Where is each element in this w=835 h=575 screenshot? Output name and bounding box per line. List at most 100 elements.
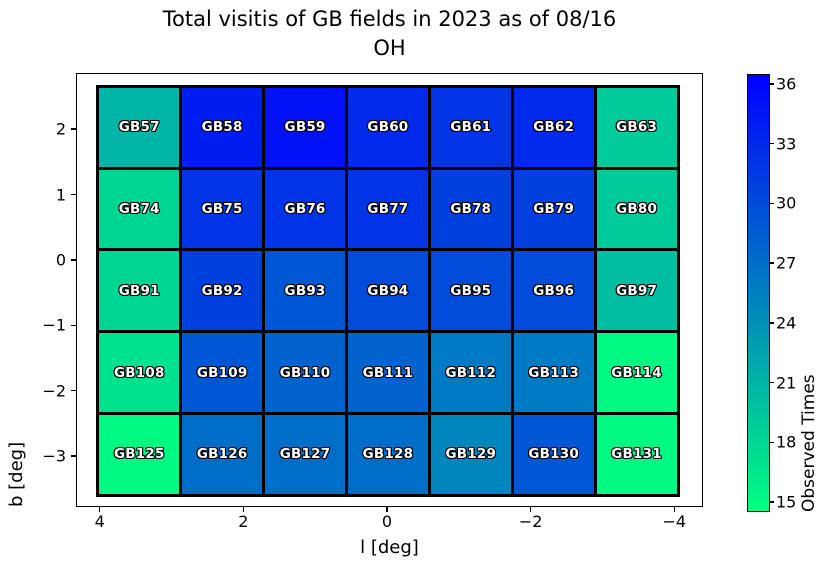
- heatmap-cell-gb131: GB131: [596, 414, 677, 494]
- heatmap-cell-gb96: GB96: [513, 251, 594, 331]
- heatmap-cell-gb125: GB125: [99, 414, 180, 494]
- colorbar-tick-mark: [770, 381, 774, 384]
- heatmap-cell-label: GB58: [201, 119, 243, 136]
- heatmap-cell-label: GB92: [201, 282, 243, 299]
- heatmap-cell-label: GB111: [362, 364, 414, 381]
- colorbar-tick-mark: [770, 441, 774, 444]
- heatmap-cell-gb109: GB109: [182, 333, 263, 412]
- plot-area: GB57 GB58 GB59 GB60 GB61 GB62 GB63 GB74 GB75 GB76…: [76, 73, 703, 507]
- heatmap-cell-label: GB79: [533, 201, 575, 218]
- heatmap-cell-label: GB94: [367, 282, 409, 299]
- y-tick-mark: [71, 389, 76, 392]
- colorbar-tick-label: 30: [776, 193, 797, 213]
- heatmap-cell-gb111: GB111: [347, 333, 428, 412]
- y-tick-mark: [71, 128, 76, 130]
- heatmap-cell-label: GB75: [201, 201, 243, 218]
- colorbar-tick-label: 33: [776, 134, 797, 154]
- colorbar-label: Observed Times: [799, 374, 819, 512]
- heatmap-cell-gb80: GB80: [596, 169, 677, 249]
- y-tick-label: −3: [42, 446, 66, 466]
- heatmap-cell-label: GB125: [113, 446, 165, 463]
- heatmap-cell-gb63: GB63: [596, 87, 677, 167]
- heatmap-cell-label: GB60: [367, 119, 409, 136]
- colorbar-gradient: [747, 74, 770, 512]
- heatmap-cell-label: GB114: [611, 364, 662, 381]
- heatmap-cell-label: GB112: [445, 364, 497, 381]
- heatmap-cell-label: GB63: [616, 119, 658, 136]
- heatmap-cell-label: GB57: [118, 119, 160, 136]
- heatmap-cell-gb59: GB59: [265, 87, 345, 167]
- y-tick-mark: [71, 259, 76, 261]
- x-tick-mark: [98, 507, 101, 512]
- heatmap-cell-label: GB80: [616, 201, 658, 218]
- heatmap-cell-label: GB96: [533, 282, 575, 299]
- x-tick-label: 2: [238, 512, 249, 531]
- heatmap-cell-gb75: GB75: [182, 169, 263, 249]
- y-tick-label: 1: [55, 185, 66, 205]
- heatmap-grid: GB57 GB58 GB59 GB60 GB61 GB62 GB63 GB74 GB75 GB76…: [96, 84, 680, 497]
- x-tick-mark: [242, 507, 245, 512]
- heatmap-cell-label: GB76: [284, 201, 326, 218]
- x-tick-mark: [386, 507, 388, 512]
- chart-title-line1: Total visitis of GB fields in 2023 as of…: [162, 7, 617, 31]
- y-tick-mark: [71, 193, 76, 196]
- heatmap-cell-label: GB126: [196, 446, 248, 463]
- heatmap-cell-gb95: GB95: [430, 251, 511, 331]
- x-tick-mark: [529, 507, 532, 512]
- colorbar-tick-label: 24: [776, 313, 797, 333]
- heatmap-cell-label: GB127: [279, 446, 331, 463]
- heatmap-cell-label: GB74: [118, 201, 160, 218]
- colorbar-tick-mark: [770, 262, 774, 264]
- heatmap-cell-gb108: GB108: [99, 333, 180, 412]
- x-tick-label: −4: [662, 512, 687, 531]
- heatmap-cell-label: GB91: [118, 282, 160, 299]
- heatmap-cell-label: GB59: [284, 119, 326, 136]
- colorbar-tick-label: 18: [776, 432, 797, 452]
- heatmap-cell-label: GB95: [450, 282, 492, 299]
- heatmap-cell-label: GB62: [533, 119, 575, 136]
- heatmap-cell-gb61: GB61: [430, 87, 511, 167]
- heatmap-cell-label: GB97: [616, 282, 658, 299]
- heatmap-cell-label: GB131: [611, 446, 662, 463]
- colorbar-tick-mark: [770, 501, 774, 503]
- heatmap-cell-gb57: GB57: [99, 87, 180, 167]
- heatmap-cell-gb92: GB92: [182, 251, 263, 331]
- heatmap-cell-label: GB93: [284, 282, 326, 299]
- heatmap-cell-gb93: GB93: [265, 251, 345, 331]
- colorbar-tick-label: 36: [776, 74, 797, 94]
- x-tick-label: 4: [94, 512, 105, 531]
- heatmap-cell-gb77: GB77: [347, 169, 428, 249]
- heatmap-cell-gb74: GB74: [99, 169, 180, 249]
- x-tick-label: −2: [518, 512, 543, 531]
- colorbar-tick-label: 27: [776, 253, 797, 273]
- heatmap-cell-gb97: GB97: [596, 251, 677, 331]
- heatmap-cell-label: GB78: [450, 201, 492, 218]
- colorbar-tick-label: 21: [776, 373, 797, 393]
- heatmap-cell-gb62: GB62: [513, 87, 594, 167]
- y-axis-label: b [deg]: [6, 441, 27, 507]
- colorbar-tick-label: 15: [776, 492, 797, 512]
- heatmap-cell-label: GB109: [196, 364, 248, 381]
- heatmap-cell-gb113: GB113: [513, 333, 594, 412]
- heatmap-cell-label: GB128: [362, 446, 414, 463]
- heatmap-cell-gb110: GB110: [265, 333, 345, 412]
- heatmap-cell-label: GB77: [367, 201, 409, 218]
- x-axis-label: l [deg]: [360, 537, 419, 558]
- heatmap-cell-gb60: GB60: [347, 87, 428, 167]
- chart-title: Total visitis of GB fields in 2023 as of…: [76, 5, 703, 63]
- heatmap-cell-label: GB110: [279, 364, 331, 381]
- y-tick-label: −2: [42, 381, 66, 401]
- heatmap-cell-gb58: GB58: [182, 87, 263, 167]
- heatmap-cell-label: GB130: [528, 446, 579, 463]
- y-tick-label: 0: [55, 250, 66, 270]
- heatmap-cell-gb114: GB114: [596, 333, 677, 412]
- heatmap-cell-label: GB129: [445, 446, 497, 463]
- y-tick-label: −1: [42, 315, 66, 335]
- heatmap-cell-label: GB61: [450, 119, 492, 136]
- colorbar-tick-mark: [770, 83, 774, 85]
- chart-title-line2: OH: [373, 36, 406, 60]
- heatmap-cell-gb76: GB76: [265, 169, 345, 249]
- colorbar-tick-mark: [770, 142, 774, 145]
- heatmap-cell-gb130: GB130: [513, 414, 594, 494]
